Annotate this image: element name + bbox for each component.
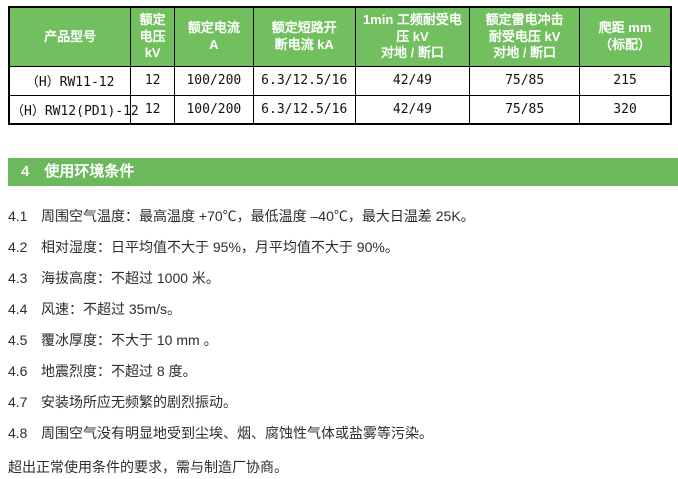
cell-breaking-current: 6.3/12.5/16 [252, 94, 356, 125]
cell-current: 100/200 [173, 94, 254, 125]
condition-number: 4.8 [8, 424, 28, 441]
cell-pf-withstand: 42/49 [354, 94, 471, 125]
condition-item: 4.2 相对湿度：日平均值不大于 95%，月平均值不大于 90%。 [8, 231, 674, 262]
section-title: 使用环境条件 [44, 163, 135, 180]
header-power-frequency-withstand: 1min 工频耐受电 压 kV 对地 / 断口 [354, 6, 471, 67]
header-rated-current: 额定电流 A [173, 6, 254, 67]
cell-impulse-withstand: 75/85 [469, 65, 581, 96]
condition-text: 海拔高度：不超过 1000 米。 [41, 269, 220, 286]
condition-number: 4.6 [8, 362, 28, 379]
condition-number: 4.4 [8, 300, 28, 317]
condition-number: 4.7 [8, 393, 28, 410]
spec-table: 产品型号 额定 电压 kV 额定电流 A 额定短路开 断电流 kA 1min 工… [8, 6, 672, 126]
header-lightning-impulse-withstand: 额定雷电冲击 耐受电压 kV 对地 / 断口 [469, 6, 581, 67]
condition-item: 4.1 周围空气温度：最高温度 +70℃，最低温度 –40℃，最大日温差 25K… [8, 200, 674, 231]
condition-item: 4.5 覆冰厚度：不大于 10 mm 。 [8, 324, 674, 355]
cell-creepage: 320 [579, 94, 672, 125]
condition-text: 覆冰厚度：不大于 10 mm 。 [41, 331, 218, 348]
condition-text: 周围空气温度：最高温度 +70℃，最低温度 –40℃，最大日温差 25K。 [41, 207, 475, 224]
condition-number: 4.2 [8, 238, 28, 255]
cell-voltage: 12 [130, 94, 175, 125]
condition-item: 4.8 周围空气没有明显地受到尘埃、烟、腐蚀性气体或盐雾等污染。 [8, 417, 674, 448]
conditions-list: 4.1 周围空气温度：最高温度 +70℃，最低温度 –40℃，最大日温差 25K… [8, 200, 674, 479]
condition-item: 4.4 风速：不超过 35m/s。 [8, 293, 674, 324]
header-rated-voltage: 额定 电压 kV [130, 6, 175, 67]
condition-item: 4.7 安装场所应无频繁的剧烈振动。 [8, 386, 674, 417]
condition-number: 4.3 [8, 269, 28, 286]
condition-text: 相对湿度：日平均值不大于 95%，月平均值不大于 90%。 [41, 238, 399, 255]
cell-creepage: 215 [579, 65, 672, 96]
section-number: 4 [21, 163, 30, 180]
header-creepage-distance: 爬距 mm （标配） [579, 6, 672, 67]
cell-current: 100/200 [173, 65, 254, 96]
closing-note: 超出正常使用条件的要求，需与制造厂协商。 [8, 458, 288, 475]
section-header-bar: 4 使用环境条件 [8, 158, 678, 186]
cell-model: （H）RW12(PD1)-12 [8, 94, 139, 125]
condition-text: 安装场所应无频繁的剧烈振动。 [41, 393, 237, 410]
cell-voltage: 12 [130, 65, 175, 96]
condition-item: 4.3 海拔高度：不超过 1000 米。 [8, 262, 674, 293]
condition-number: 4.5 [8, 331, 28, 348]
condition-text: 风速：不超过 35m/s。 [41, 300, 182, 317]
cell-impulse-withstand: 75/85 [469, 94, 581, 125]
cell-breaking-current: 6.3/12.5/16 [252, 65, 356, 96]
condition-item: 4.6 地震烈度：不超过 8 度。 [8, 355, 674, 386]
header-breaking-current: 额定短路开 断电流 kA [252, 6, 356, 67]
table-header-row: 产品型号 额定 电压 kV 额定电流 A 额定短路开 断电流 kA 1min 工… [8, 6, 672, 67]
cell-pf-withstand: 42/49 [354, 65, 471, 96]
header-product-model: 产品型号 [8, 6, 132, 67]
table-row: （H）RW12(PD1)-12 12 100/200 6.3/12.5/16 4… [8, 94, 672, 125]
condition-text: 周围空气没有明显地受到尘埃、烟、腐蚀性气体或盐雾等污染。 [41, 424, 433, 441]
condition-number: 4.1 [8, 207, 28, 224]
condition-text: 地震烈度：不超过 8 度。 [41, 362, 197, 379]
cell-model: （H）RW11-12 [8, 65, 132, 96]
table-row: （H）RW11-12 12 100/200 6.3/12.5/16 42/49 … [8, 65, 672, 96]
